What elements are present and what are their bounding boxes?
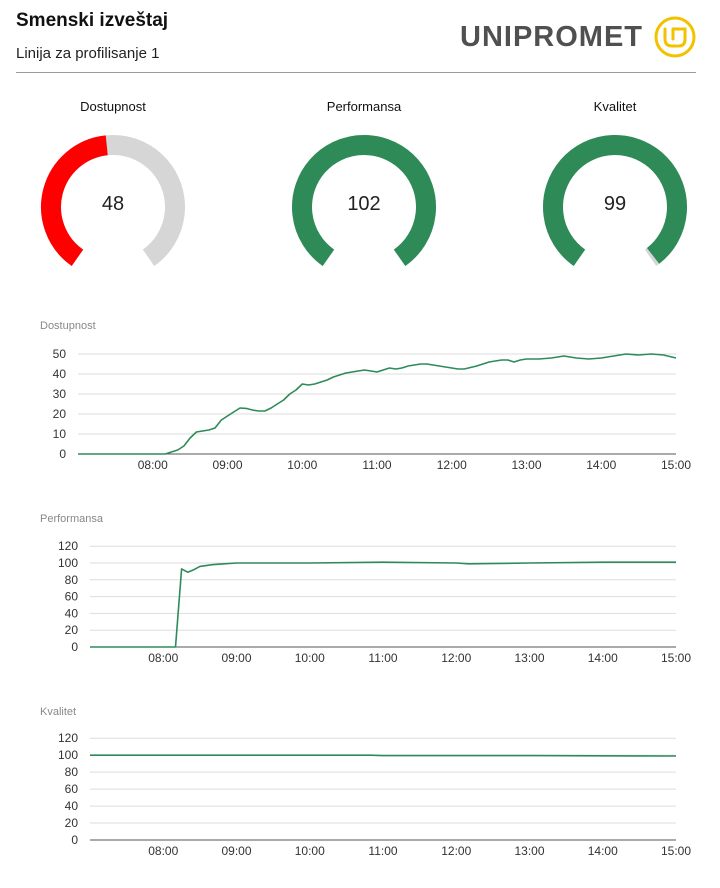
logo-emblem-icon [654, 16, 696, 58]
header-divider [16, 72, 696, 73]
y-tick-label: 80 [65, 573, 79, 587]
gauge-ring [543, 135, 687, 266]
report-subtitle: Linija za profilisanje 1 [16, 45, 160, 62]
series-line [78, 353, 677, 455]
x-tick-label: 08:00 [148, 844, 178, 858]
logo-text: UNIPROMET [460, 21, 643, 53]
gauge-label: Kvalitet [593, 99, 637, 114]
gauge-ring [292, 135, 436, 266]
gauge-fill [543, 135, 687, 266]
gauge-value: 99 [603, 193, 627, 215]
gauge-label: Performansa [326, 99, 402, 114]
x-tick-label: 10:00 [295, 651, 325, 665]
gauge-dostupnost: Dostupnost 48 [28, 95, 198, 285]
gauge-fill [41, 135, 109, 266]
chart-kvalitet: Kvalitet 0 20 40 60 80 100 120 08:00 09:00 10:00 11… [0, 698, 720, 888]
gauge-value: 102 [347, 193, 381, 215]
x-tick-label: 15:00 [661, 651, 691, 665]
x-tick-label: 09:00 [221, 844, 251, 858]
y-tick-label: 60 [65, 590, 79, 604]
y-tick-label: 100 [58, 748, 78, 762]
gauge-label: Dostupnost [80, 99, 146, 114]
y-tick-label: 10 [53, 427, 67, 441]
x-tick-label: 14:00 [588, 844, 618, 858]
x-tick-label: 10:00 [287, 458, 317, 472]
y-tick-label: 0 [59, 447, 66, 461]
y-tick-label: 60 [65, 782, 79, 796]
y-tick-label: 50 [53, 347, 67, 361]
y-tick-label: 20 [53, 407, 67, 421]
x-tick-label: 11:00 [368, 651, 397, 665]
series-line [90, 754, 677, 757]
x-tick-label: 08:00 [138, 458, 168, 472]
y-tick-label: 40 [65, 606, 79, 620]
x-tick-label: 10:00 [295, 844, 325, 858]
x-tick-label: 15:00 [661, 844, 691, 858]
line-chart: Performansa 0 20 40 60 80 100 120 08:00 09:00 10:0… [40, 513, 691, 665]
report-title: Smenski izveštaj [16, 10, 169, 31]
x-tick-label: 08:00 [148, 651, 178, 665]
y-tick-label: 80 [65, 765, 79, 779]
line-chart: Kvalitet 0 20 40 60 80 100 120 08:00 09:00 10:00 11… [40, 706, 691, 858]
chart-dostupnost: Dostupnost 0 10 20 30 40 50 08:00 09:00 10:00 11:0… [0, 312, 720, 502]
y-tick-label: 0 [71, 640, 78, 654]
y-tick-label: 30 [53, 387, 67, 401]
chart-title: Kvalitet [40, 706, 76, 718]
x-tick-label: 14:00 [588, 651, 618, 665]
chart-performansa: Performansa 0 20 40 60 80 100 120 08:00 09:00 10:0… [0, 505, 720, 695]
gauge-performansa: Performansa 102 [279, 95, 449, 285]
y-tick-label: 120 [58, 539, 78, 553]
x-tick-label: 11:00 [368, 844, 397, 858]
x-tick-label: 12:00 [437, 458, 467, 472]
x-tick-label: 13:00 [514, 844, 544, 858]
x-tick-label: 12:00 [441, 844, 471, 858]
x-tick-label: 13:00 [511, 458, 541, 472]
x-tick-label: 14:00 [586, 458, 616, 472]
chart-title: Performansa [40, 513, 104, 525]
x-tick-label: 11:00 [362, 458, 391, 472]
x-tick-label: 15:00 [661, 458, 691, 472]
x-tick-label: 09:00 [212, 458, 242, 472]
x-tick-label: 09:00 [221, 651, 251, 665]
y-tick-label: 20 [65, 623, 79, 637]
y-tick-label: 0 [71, 833, 78, 847]
gauge-fill [292, 135, 436, 266]
y-tick-label: 120 [58, 731, 78, 745]
y-tick-label: 40 [53, 367, 67, 381]
x-tick-label: 12:00 [441, 651, 471, 665]
x-tick-label: 13:00 [514, 651, 544, 665]
line-chart: Dostupnost 0 10 20 30 40 50 08:00 09:00 10:00 11:0… [40, 320, 691, 472]
y-tick-label: 100 [58, 556, 78, 570]
chart-title: Dostupnost [40, 320, 96, 332]
company-logo: UNIPROMET [460, 15, 700, 61]
y-tick-label: 20 [65, 816, 79, 830]
series-line [90, 561, 676, 648]
gauge-kvalitet: Kvalitet 99 [530, 95, 700, 285]
gauge-ring [41, 135, 185, 266]
y-tick-label: 40 [65, 799, 79, 813]
gauge-value: 48 [101, 193, 125, 215]
